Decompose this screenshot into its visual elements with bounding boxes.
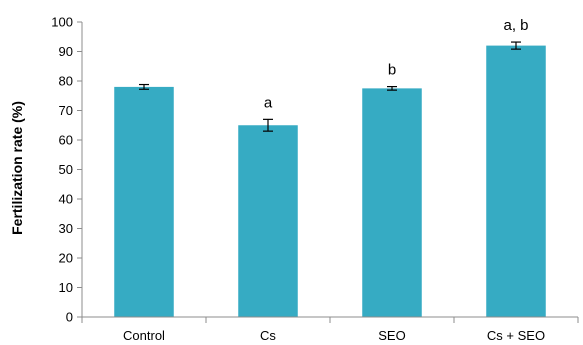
y-tick-label: 60 xyxy=(59,133,73,148)
significance-label: a, b xyxy=(503,17,528,34)
significance-annotations: a b a, b xyxy=(264,17,529,111)
y-tick-label: 10 xyxy=(59,280,73,295)
x-tick-label: Cs + SEO xyxy=(487,328,545,343)
y-tick-label: 0 xyxy=(66,310,73,325)
y-tick-label: 40 xyxy=(59,192,73,207)
y-tick-label: 50 xyxy=(59,162,73,177)
y-axis-title: Fertilization rate (%) xyxy=(9,101,25,235)
y-tick-label: 100 xyxy=(51,15,73,30)
significance-label: a xyxy=(264,94,273,111)
bar xyxy=(238,125,298,317)
bar xyxy=(362,88,422,317)
y-tick-label: 70 xyxy=(59,103,73,118)
x-axis: Control Cs SEO Cs + SEO xyxy=(81,316,579,343)
y-tick-label: 30 xyxy=(59,221,73,236)
error-bars xyxy=(139,41,521,132)
y-axis: 0 10 20 30 40 50 60 70 80 90 100 xyxy=(51,15,83,325)
bar xyxy=(486,45,546,317)
x-tick-label: SEO xyxy=(378,328,405,343)
x-tick-label: Cs xyxy=(260,328,276,343)
y-tick-label: 90 xyxy=(59,44,73,59)
y-tick-label: 20 xyxy=(59,251,73,266)
bar-series xyxy=(114,45,546,318)
significance-label: b xyxy=(388,62,396,79)
x-tick-label: Control xyxy=(123,328,165,343)
bar xyxy=(114,86,174,318)
y-tick-label: 80 xyxy=(59,74,73,89)
